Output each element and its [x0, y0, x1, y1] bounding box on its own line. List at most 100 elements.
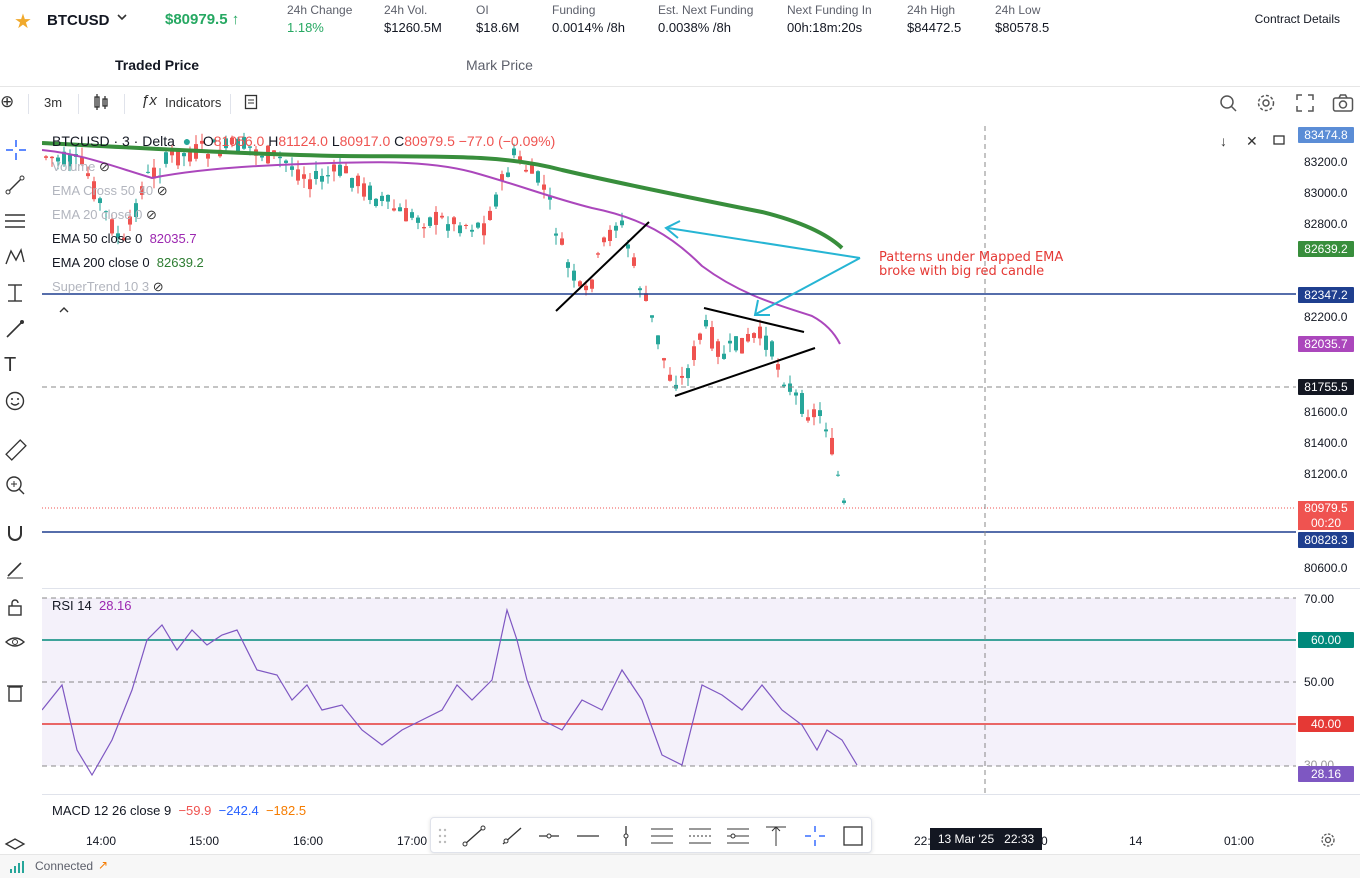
price-tick: 80600.0 — [1304, 561, 1348, 575]
fib-tool-icon[interactable] — [4, 282, 26, 304]
legend-ema50[interactable]: EMA 50 close 0 82035.7 — [52, 231, 197, 246]
collapse-legend-icon[interactable] — [58, 303, 70, 318]
candle-body — [638, 288, 642, 291]
contract-details-link[interactable]: Contract Details — [1254, 12, 1340, 26]
pattern-tool-icon[interactable] — [4, 246, 26, 268]
stat-next-funding-in: Next Funding In 00h:18m:20s — [787, 3, 872, 35]
external-link-icon[interactable]: ↗ — [98, 858, 109, 872]
fullscreen-icon[interactable] — [1295, 93, 1315, 118]
candle-body — [50, 156, 54, 159]
interval-button[interactable]: 3m — [44, 95, 63, 110]
brush-tool-icon[interactable] — [4, 318, 26, 340]
candle-body — [110, 219, 114, 234]
candle-body — [452, 217, 456, 225]
eye-icon[interactable] — [4, 631, 26, 653]
candle-body — [440, 215, 444, 218]
candle-body — [374, 198, 378, 207]
tab-traded-price[interactable]: Traded Price — [115, 57, 200, 73]
indicators-button[interactable]: Indicators — [165, 95, 222, 110]
camera-icon[interactable] — [1332, 93, 1354, 118]
annotation-line: Patterns under Mapped EMA — [879, 250, 1064, 265]
lock-icon[interactable] — [4, 596, 26, 618]
close-icon[interactable]: ✕ — [1246, 133, 1258, 149]
legend-ema-cross[interactable]: EMA Cross 50 40 ⊘ — [52, 183, 168, 198]
toolbar-divider — [124, 94, 125, 114]
draw-mode-icon[interactable] — [4, 558, 26, 580]
fib-retracement-icon[interactable] — [689, 828, 711, 844]
legend-ema20[interactable]: EMA 20 close 0 ⊘ — [52, 207, 157, 222]
chart-annotation-text[interactable]: Patterns under Mapped EMA broke with big… — [879, 251, 1063, 279]
toolbar-divider — [28, 94, 29, 114]
candle-body — [392, 208, 396, 211]
templates-icon[interactable] — [244, 94, 258, 113]
candle-body — [134, 203, 138, 218]
crosshair-tool-icon[interactable] — [4, 138, 26, 160]
chevron-down-icon[interactable] — [115, 10, 129, 27]
stat-value: $80578.5 — [995, 20, 1050, 35]
rsi-pane[interactable] — [42, 590, 1296, 794]
fx-icon[interactable]: ƒx — [141, 92, 157, 109]
candle-body — [398, 207, 402, 212]
candle-body — [206, 154, 210, 159]
hidden-eye-icon[interactable]: ⊘ — [152, 279, 164, 294]
ruler-tool-icon[interactable] — [4, 438, 27, 461]
arrowhead-icon — [753, 299, 770, 316]
time-axis[interactable]: 14:00 15:00 16:00 17:00 22: 0 14 01:00 — [42, 828, 1296, 852]
magnet-icon[interactable] — [4, 522, 26, 544]
hidden-eye-icon[interactable]: ⊘ — [145, 207, 157, 222]
price-range-icon[interactable] — [766, 826, 786, 846]
zoom-in-icon[interactable] — [4, 474, 26, 496]
legend-volume[interactable]: Volume ⊘ — [52, 159, 110, 174]
crosshair-tool-icon[interactable] — [805, 826, 825, 846]
price-chart[interactable] — [42, 126, 1296, 588]
gear-icon[interactable] — [1256, 93, 1276, 118]
rsi-legend[interactable]: RSI 14 28.16 — [52, 598, 132, 613]
trendline-tool-icon[interactable] — [462, 825, 486, 847]
gear-icon[interactable] — [1320, 832, 1336, 852]
restore-icon[interactable] — [1272, 133, 1286, 150]
candle-body — [326, 175, 330, 177]
stat-label: 24h Low — [995, 3, 1041, 17]
search-icon[interactable] — [1218, 93, 1238, 118]
trendline-tool-icon[interactable] — [4, 174, 26, 196]
layers-icon[interactable] — [4, 832, 26, 854]
text-tool-icon[interactable]: T — [4, 354, 17, 376]
emoji-tool-icon[interactable] — [4, 390, 26, 412]
selection-box-icon[interactable] — [843, 826, 863, 846]
candle-style-icon[interactable] — [93, 93, 109, 114]
arrow-down-icon[interactable]: ↓ — [1220, 133, 1227, 149]
candle-body — [332, 164, 336, 172]
symbol-name[interactable]: BTCUSD — [47, 12, 110, 29]
legend-supertrend[interactable]: SuperTrend 10 3 ⊘ — [52, 279, 164, 294]
candle-body — [686, 368, 690, 379]
fib-extension-icon[interactable] — [727, 828, 749, 844]
candle-body — [488, 210, 492, 221]
stat-label: 24h Change — [287, 3, 353, 17]
candle-body — [632, 257, 636, 266]
candle-body — [278, 156, 282, 159]
parallel-channel-icon[interactable] — [651, 828, 673, 844]
high-value: 81124.0 — [278, 133, 328, 149]
hidden-eye-icon[interactable]: ⊘ — [99, 159, 110, 174]
tab-mark-price[interactable]: Mark Price — [466, 57, 533, 73]
legend-ema200[interactable]: EMA 200 close 0 82639.2 — [52, 255, 204, 270]
price-tick: 82200.0 — [1304, 310, 1348, 324]
ray-tool-icon[interactable] — [502, 827, 522, 845]
macd-legend[interactable]: MACD 12 26 close 9 −59.9 −242.4 −182.5 — [52, 803, 306, 818]
pane-divider[interactable] — [42, 588, 1360, 589]
price-tick: 81400.0 — [1304, 436, 1348, 450]
trash-icon[interactable] — [4, 681, 26, 703]
pane-divider[interactable] — [42, 794, 1360, 795]
candle-body — [236, 138, 240, 154]
rsi-tag-value: 28.16 — [1298, 766, 1354, 782]
extended-line-icon[interactable] — [539, 833, 559, 839]
favorite-star-icon[interactable]: ★ — [14, 11, 32, 33]
vertical-line-icon[interactable] — [623, 826, 629, 846]
candle-body — [68, 154, 72, 167]
price-axis[interactable]: 83474.8 83200.0 83000.0 82800.0 82639.2 … — [1296, 126, 1360, 794]
hidden-eye-icon[interactable]: ⊘ — [156, 183, 168, 198]
drag-handle-icon[interactable] — [438, 828, 447, 844]
candle-body — [704, 319, 708, 327]
add-symbol-icon[interactable]: ⊕ — [0, 92, 15, 111]
horizontal-lines-tool-icon[interactable] — [4, 210, 26, 232]
